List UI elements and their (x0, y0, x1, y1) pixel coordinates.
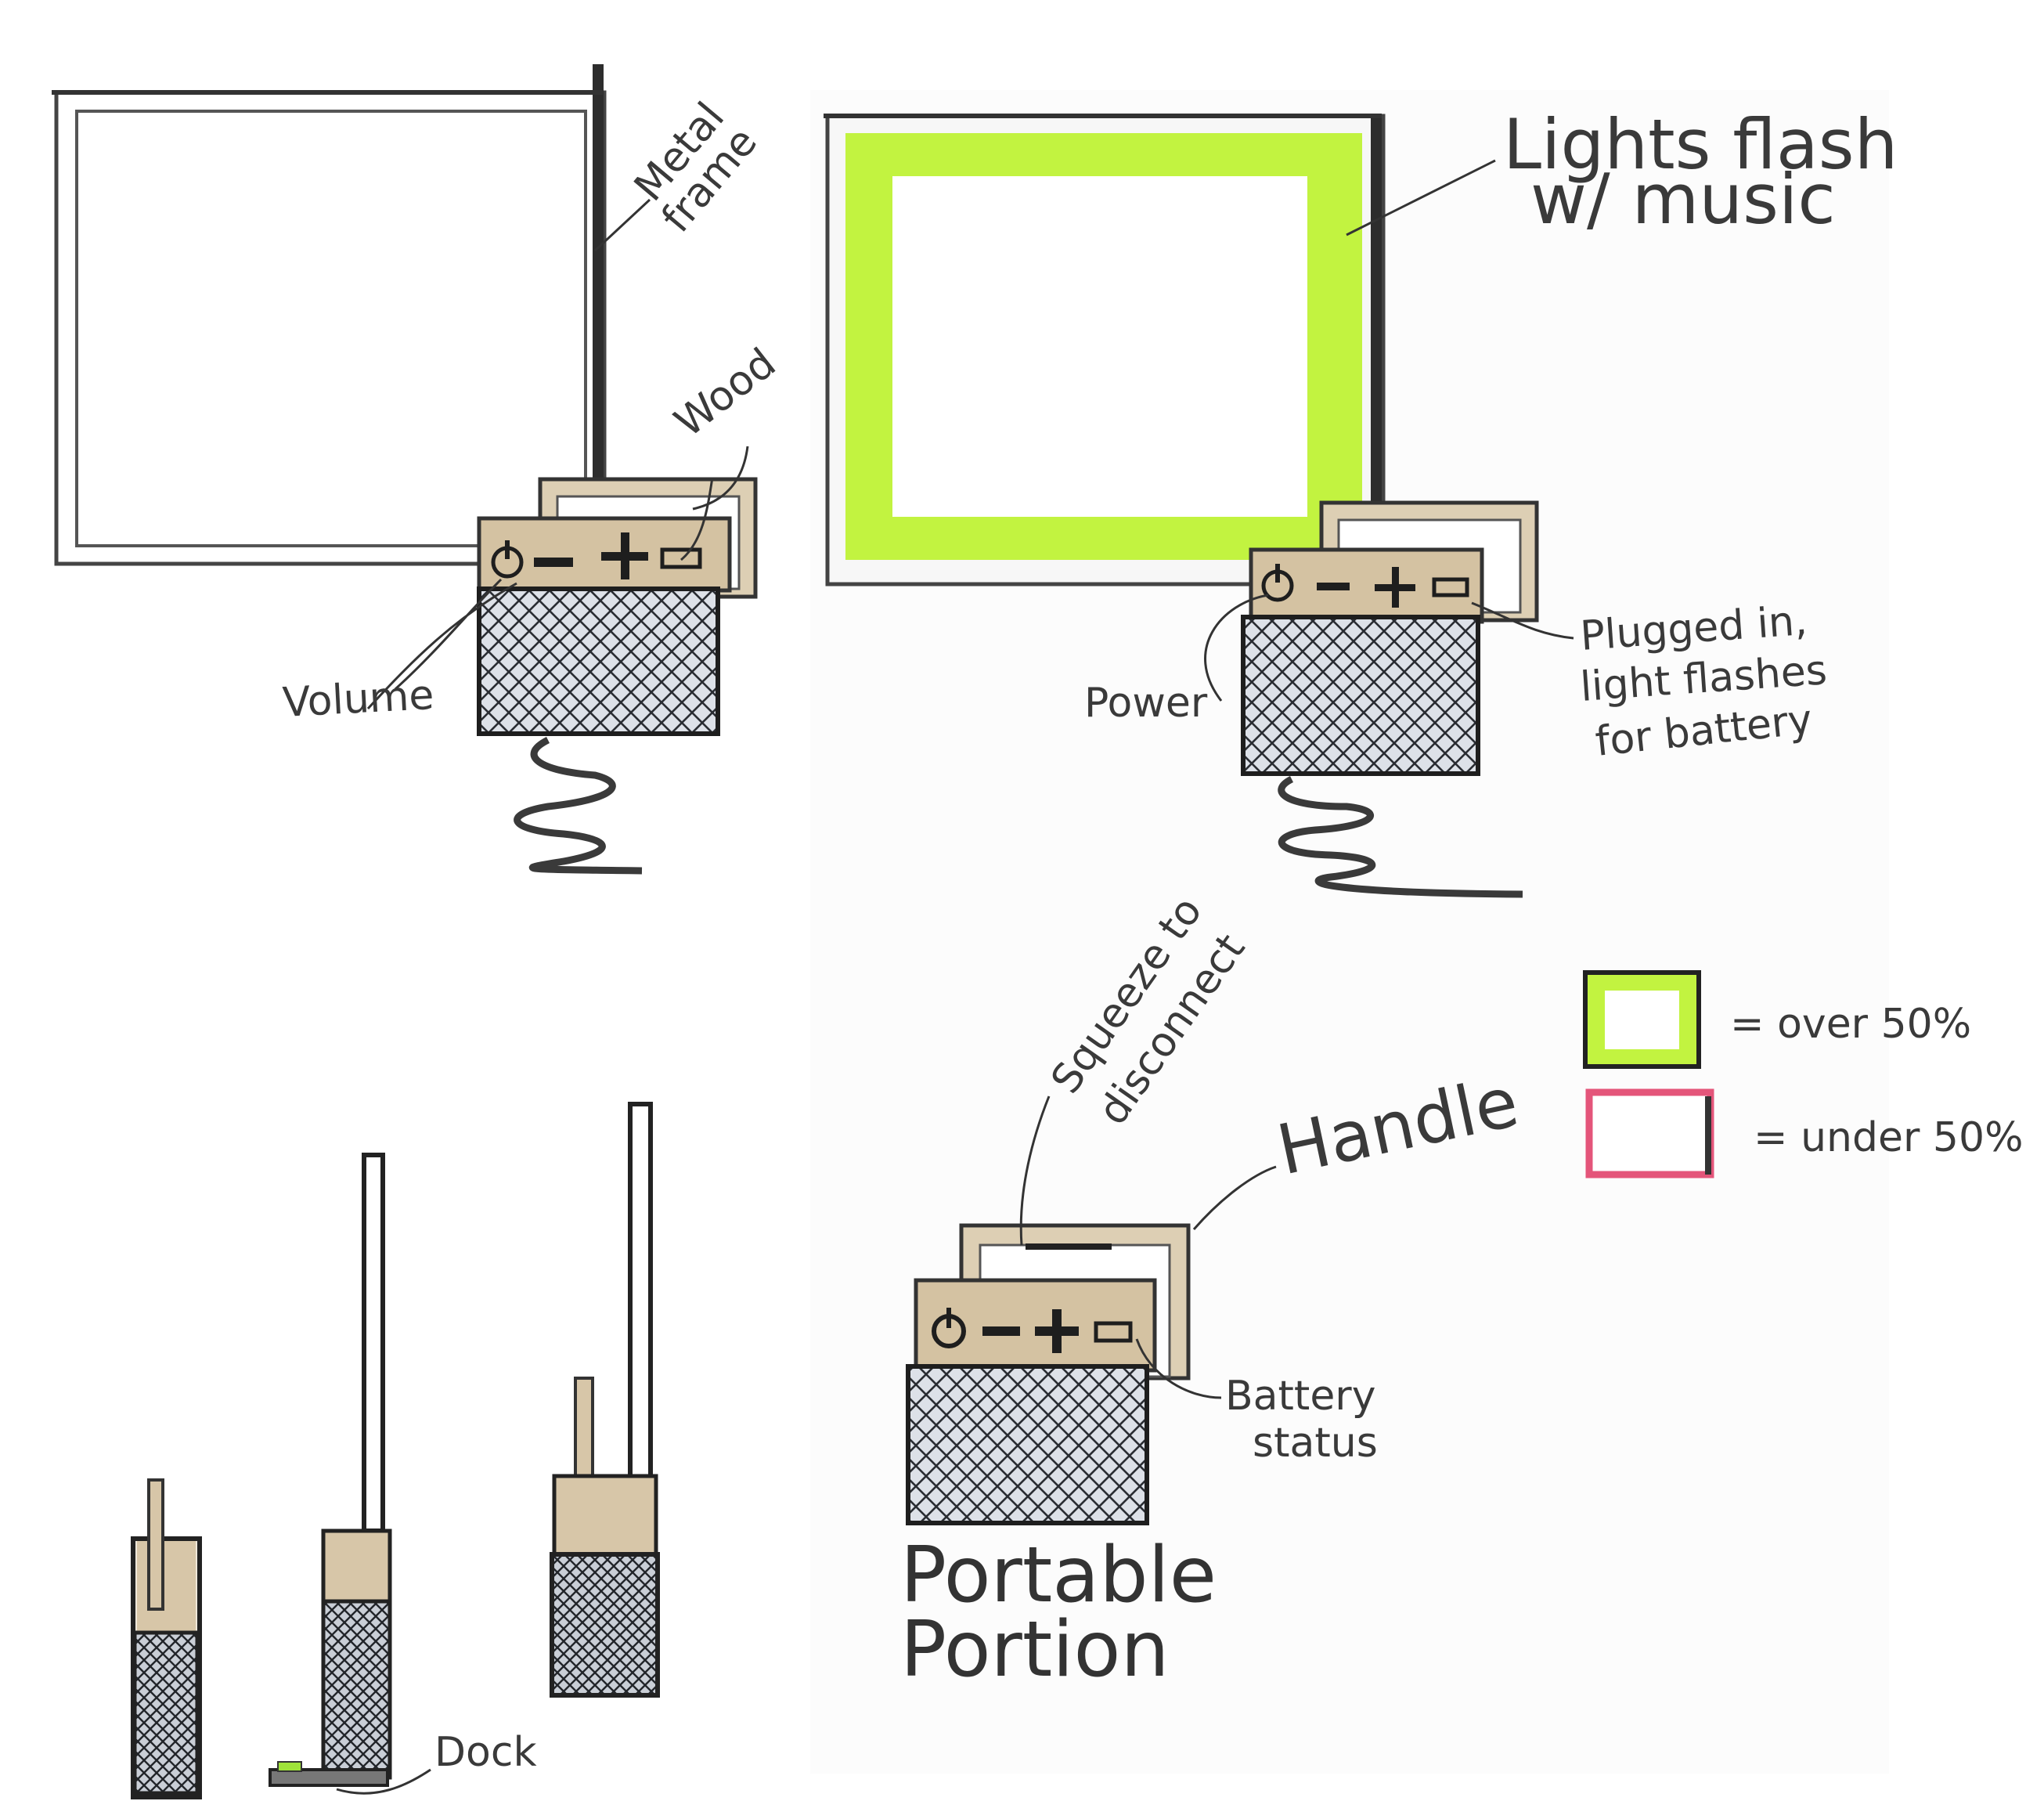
legend-swatch-pink-shadow (1705, 1096, 1711, 1175)
legend-over-label: = over 50% (1730, 1001, 1971, 1048)
side-a-wood (137, 1541, 196, 1635)
power-icon (1261, 564, 1294, 602)
legend-swatch-pink (1585, 1088, 1714, 1178)
speaker-grille (477, 586, 720, 736)
label-status: status (1253, 1420, 1378, 1467)
label-volume: Volume (282, 672, 435, 727)
side-c-wood (552, 1474, 658, 1557)
plus-icon (601, 532, 648, 579)
label-portable: Portable (900, 1531, 1217, 1620)
dock-light (277, 1761, 302, 1772)
minus-icon (982, 1326, 1020, 1336)
power-icon (491, 540, 524, 579)
side-b-pole (362, 1153, 385, 1533)
side-a-handle (147, 1478, 164, 1611)
panel-speaker-frame: Metal frame Wood Volume (52, 64, 784, 875)
minus-icon (1317, 583, 1350, 590)
legend-under-label: = under 50% (1754, 1114, 2024, 1161)
dock-base (269, 1768, 389, 1787)
speaker-grille-2 (1241, 615, 1480, 776)
side-c-grille (550, 1552, 660, 1698)
side-c-pole (628, 1102, 653, 1537)
metal-frame-inner (75, 110, 587, 547)
legend-swatch-green-inner (1605, 991, 1679, 1049)
power-icon (932, 1308, 966, 1348)
label-portion: Portion (900, 1605, 1170, 1695)
label-wood: Wood (666, 340, 784, 447)
plus-icon (1035, 1309, 1079, 1353)
legend: = over 50% = under 50% (1583, 970, 2024, 1178)
speaker-grille-3 (906, 1364, 1149, 1525)
label-lights-flash: Lights flash (1503, 104, 1898, 185)
side-a-grille (132, 1630, 200, 1796)
panel-side-views: Dock (131, 1102, 660, 1799)
power-cord-2 (1278, 775, 1523, 898)
battery-icon (1432, 577, 1469, 597)
minus-icon (534, 558, 573, 567)
label-with-music: w/ music (1530, 159, 1836, 240)
plus-icon (1375, 567, 1415, 608)
side-b-wood (321, 1529, 392, 1604)
panel-lights: Lights flash w/ music Power Plugged in, … (824, 104, 1898, 898)
battery-icon (1094, 1321, 1133, 1343)
label-power: Power (1084, 680, 1208, 727)
battery-icon (660, 547, 702, 569)
light-inner-panel (892, 176, 1307, 517)
label-dock: Dock (434, 1729, 537, 1776)
side-b-grille (321, 1599, 392, 1780)
label-battery: Battery (1225, 1373, 1375, 1420)
control-panel-2 (1249, 547, 1484, 624)
power-cord (514, 736, 643, 875)
